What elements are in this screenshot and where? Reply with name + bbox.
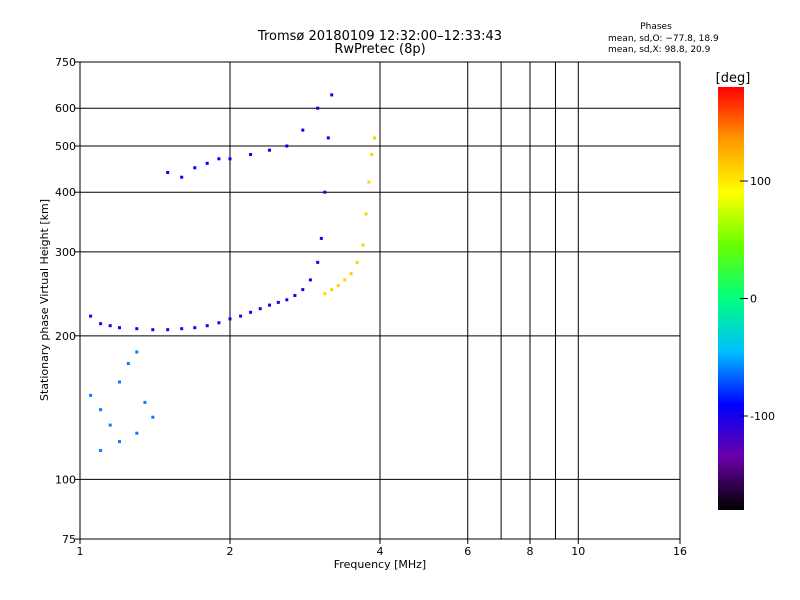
data-point <box>135 350 139 354</box>
colorbar-tick-label: 100 <box>750 175 771 188</box>
x-axis-label: Frequency [MHz] <box>334 558 426 571</box>
y-tick-label: 300 <box>55 246 76 259</box>
x-axis-ticks: 1 2 4 6 8 10 16 <box>77 539 687 558</box>
data-point <box>293 294 297 297</box>
y-tick-label: 75 <box>62 533 76 546</box>
y-tick-label: 400 <box>55 186 76 199</box>
data-point <box>99 322 103 326</box>
data-point <box>276 300 280 304</box>
phases-legend-title: Phases <box>640 22 672 32</box>
data-point <box>239 314 243 318</box>
x-tick-label: 8 <box>527 545 534 558</box>
data-point <box>285 298 289 302</box>
data-point <box>367 180 371 184</box>
data-point <box>193 166 197 170</box>
x-tick-label: 2 <box>227 545 234 558</box>
colorbar-tick-label: -100 <box>750 410 775 423</box>
chart-title: Tromsø 20180109 12:32:00–12:33:43 <box>257 29 502 44</box>
y-tick-label: 100 <box>55 473 76 486</box>
data-point <box>330 93 334 97</box>
data-point <box>319 236 323 240</box>
colorbar <box>718 87 744 510</box>
data-point <box>108 423 112 427</box>
data-point <box>361 243 365 247</box>
phases-legend-o: mean, sd,O: −77.8, 18.9 <box>608 34 719 44</box>
data-point <box>217 157 221 161</box>
x-tick-label: 6 <box>464 545 471 558</box>
data-point <box>193 326 197 330</box>
data-point <box>151 328 155 332</box>
data-point <box>228 317 232 321</box>
data-point <box>89 393 93 397</box>
data-point <box>166 171 170 174</box>
data-point <box>143 400 147 404</box>
data-point <box>316 260 320 264</box>
data-point <box>108 324 112 328</box>
data-point <box>249 310 253 314</box>
data-point <box>301 288 305 292</box>
y-tick-label: 500 <box>55 140 76 153</box>
data-point <box>126 362 130 365</box>
data-point <box>285 144 289 148</box>
phases-legend-x: mean, sd,X: 98.8, 20.9 <box>608 45 711 55</box>
x-tick-label: 1 <box>77 545 84 558</box>
data-point <box>355 260 359 264</box>
data-point <box>99 408 103 412</box>
data-point <box>364 212 368 216</box>
data-point <box>330 288 334 292</box>
data-point <box>205 324 209 328</box>
data-point <box>135 431 139 435</box>
data-point <box>180 327 184 331</box>
data-point <box>326 136 330 140</box>
data-point <box>135 327 139 331</box>
y-tick-label: 600 <box>55 102 76 115</box>
x-tick-label: 4 <box>377 545 384 558</box>
data-point <box>151 415 155 419</box>
data-point <box>343 278 347 282</box>
data-point <box>268 148 271 152</box>
y-tick-label: 750 <box>55 56 76 69</box>
data-point <box>205 161 209 165</box>
data-point <box>217 321 221 325</box>
y-tick-label: 200 <box>55 330 76 343</box>
data-points <box>89 93 376 452</box>
data-point <box>118 440 121 444</box>
data-point <box>268 303 271 307</box>
data-point <box>323 190 327 194</box>
y-axis-ticks: 75 100 200 300 400 500 600 750 <box>55 56 80 546</box>
colorbar-tick-label: 0 <box>750 293 757 306</box>
data-point <box>180 175 184 179</box>
data-point <box>249 153 253 156</box>
data-point <box>370 153 374 156</box>
chart-subtitle: RwPretec (8p) <box>334 42 425 57</box>
data-point <box>89 314 93 318</box>
data-point <box>301 128 305 132</box>
data-point <box>323 292 327 296</box>
x-tick-label: 16 <box>673 545 687 558</box>
x-tick-label: 10 <box>571 545 585 558</box>
data-point <box>373 136 376 140</box>
colorbar-ticks: 100 0 -100 <box>740 175 775 423</box>
data-point <box>228 157 232 161</box>
data-point <box>99 449 103 452</box>
data-point <box>166 328 170 332</box>
data-point <box>258 307 262 311</box>
y-axis-label: Stationary phase Virtual Height [km] <box>38 199 51 401</box>
data-point <box>118 380 121 384</box>
data-point <box>308 278 312 282</box>
data-point <box>118 326 121 330</box>
data-point <box>316 106 320 110</box>
data-point <box>349 272 353 276</box>
data-point <box>336 284 340 287</box>
colorbar-label: [deg] <box>716 71 751 86</box>
